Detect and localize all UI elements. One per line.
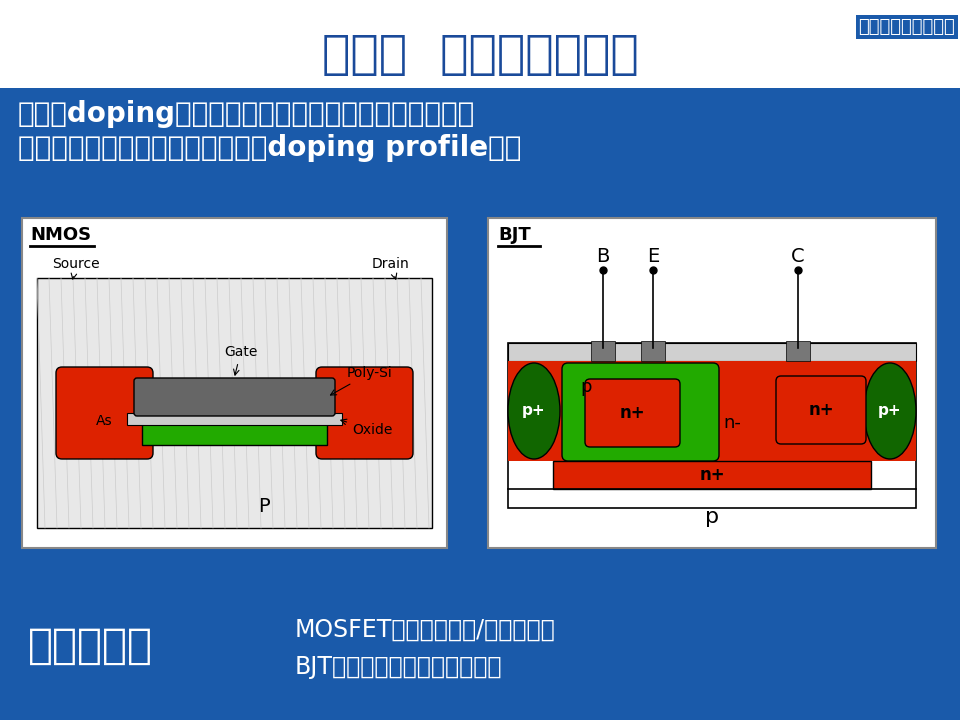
Bar — [22, 218, 447, 548]
Text: As: As — [96, 414, 112, 428]
Bar — [37, 278, 432, 528]
Text: NMOS: NMOS — [30, 226, 91, 244]
Text: Source: Source — [52, 257, 100, 279]
Text: 1: 1 — [940, 58, 952, 77]
Text: p+: p+ — [878, 403, 901, 418]
Text: 半导体制造工艺基础: 半导体制造工艺基础 — [858, 18, 955, 36]
Text: Oxide: Oxide — [341, 419, 393, 437]
FancyBboxPatch shape — [776, 376, 866, 444]
Text: B: B — [596, 246, 610, 266]
Text: 掺杂应用：: 掺杂应用： — [28, 625, 153, 667]
Ellipse shape — [508, 363, 560, 459]
Bar — [488, 218, 936, 548]
Bar — [508, 343, 916, 361]
FancyBboxPatch shape — [562, 363, 719, 461]
Text: E: E — [647, 246, 660, 266]
Bar — [591, 341, 615, 361]
FancyBboxPatch shape — [316, 367, 413, 459]
Bar — [127, 413, 342, 425]
Text: n-: n- — [723, 414, 741, 432]
Text: Gate: Gate — [224, 345, 257, 375]
Text: Poly-Si: Poly-Si — [330, 366, 393, 395]
Text: 第六章  扩散原理（上）: 第六章 扩散原理（上） — [322, 32, 638, 78]
Bar — [553, 461, 871, 489]
FancyBboxPatch shape — [134, 378, 335, 416]
Text: MOSFET：阱、栅、源/漏、沟道等: MOSFET：阱、栅、源/漏、沟道等 — [295, 618, 556, 642]
Bar — [508, 361, 916, 461]
Text: p: p — [705, 507, 719, 527]
FancyBboxPatch shape — [56, 367, 153, 459]
Text: BJT: BJT — [498, 226, 531, 244]
Ellipse shape — [864, 363, 916, 459]
Bar — [508, 343, 916, 508]
Text: n+: n+ — [808, 401, 834, 419]
Text: n+: n+ — [619, 404, 645, 422]
Text: p+: p+ — [522, 403, 546, 418]
Text: Drain: Drain — [372, 257, 410, 279]
Bar — [142, 423, 327, 445]
Bar — [786, 341, 810, 361]
FancyBboxPatch shape — [585, 379, 680, 447]
Text: n+: n+ — [699, 466, 725, 484]
Text: 掺杂（doping）：将一定数量和一定种类的杂质掺入硅: 掺杂（doping）：将一定数量和一定种类的杂质掺入硅 — [18, 100, 475, 128]
Text: 中，并获得精确的杂质分布形状（doping profile）。: 中，并获得精确的杂质分布形状（doping profile）。 — [18, 134, 521, 162]
Text: C: C — [791, 246, 804, 266]
Text: p: p — [580, 378, 591, 396]
Bar — [641, 341, 665, 361]
Text: P: P — [258, 497, 270, 516]
Text: BJT：基极、发射极、集电极等: BJT：基极、发射极、集电极等 — [295, 655, 502, 679]
Bar — [0, 0, 960, 88]
